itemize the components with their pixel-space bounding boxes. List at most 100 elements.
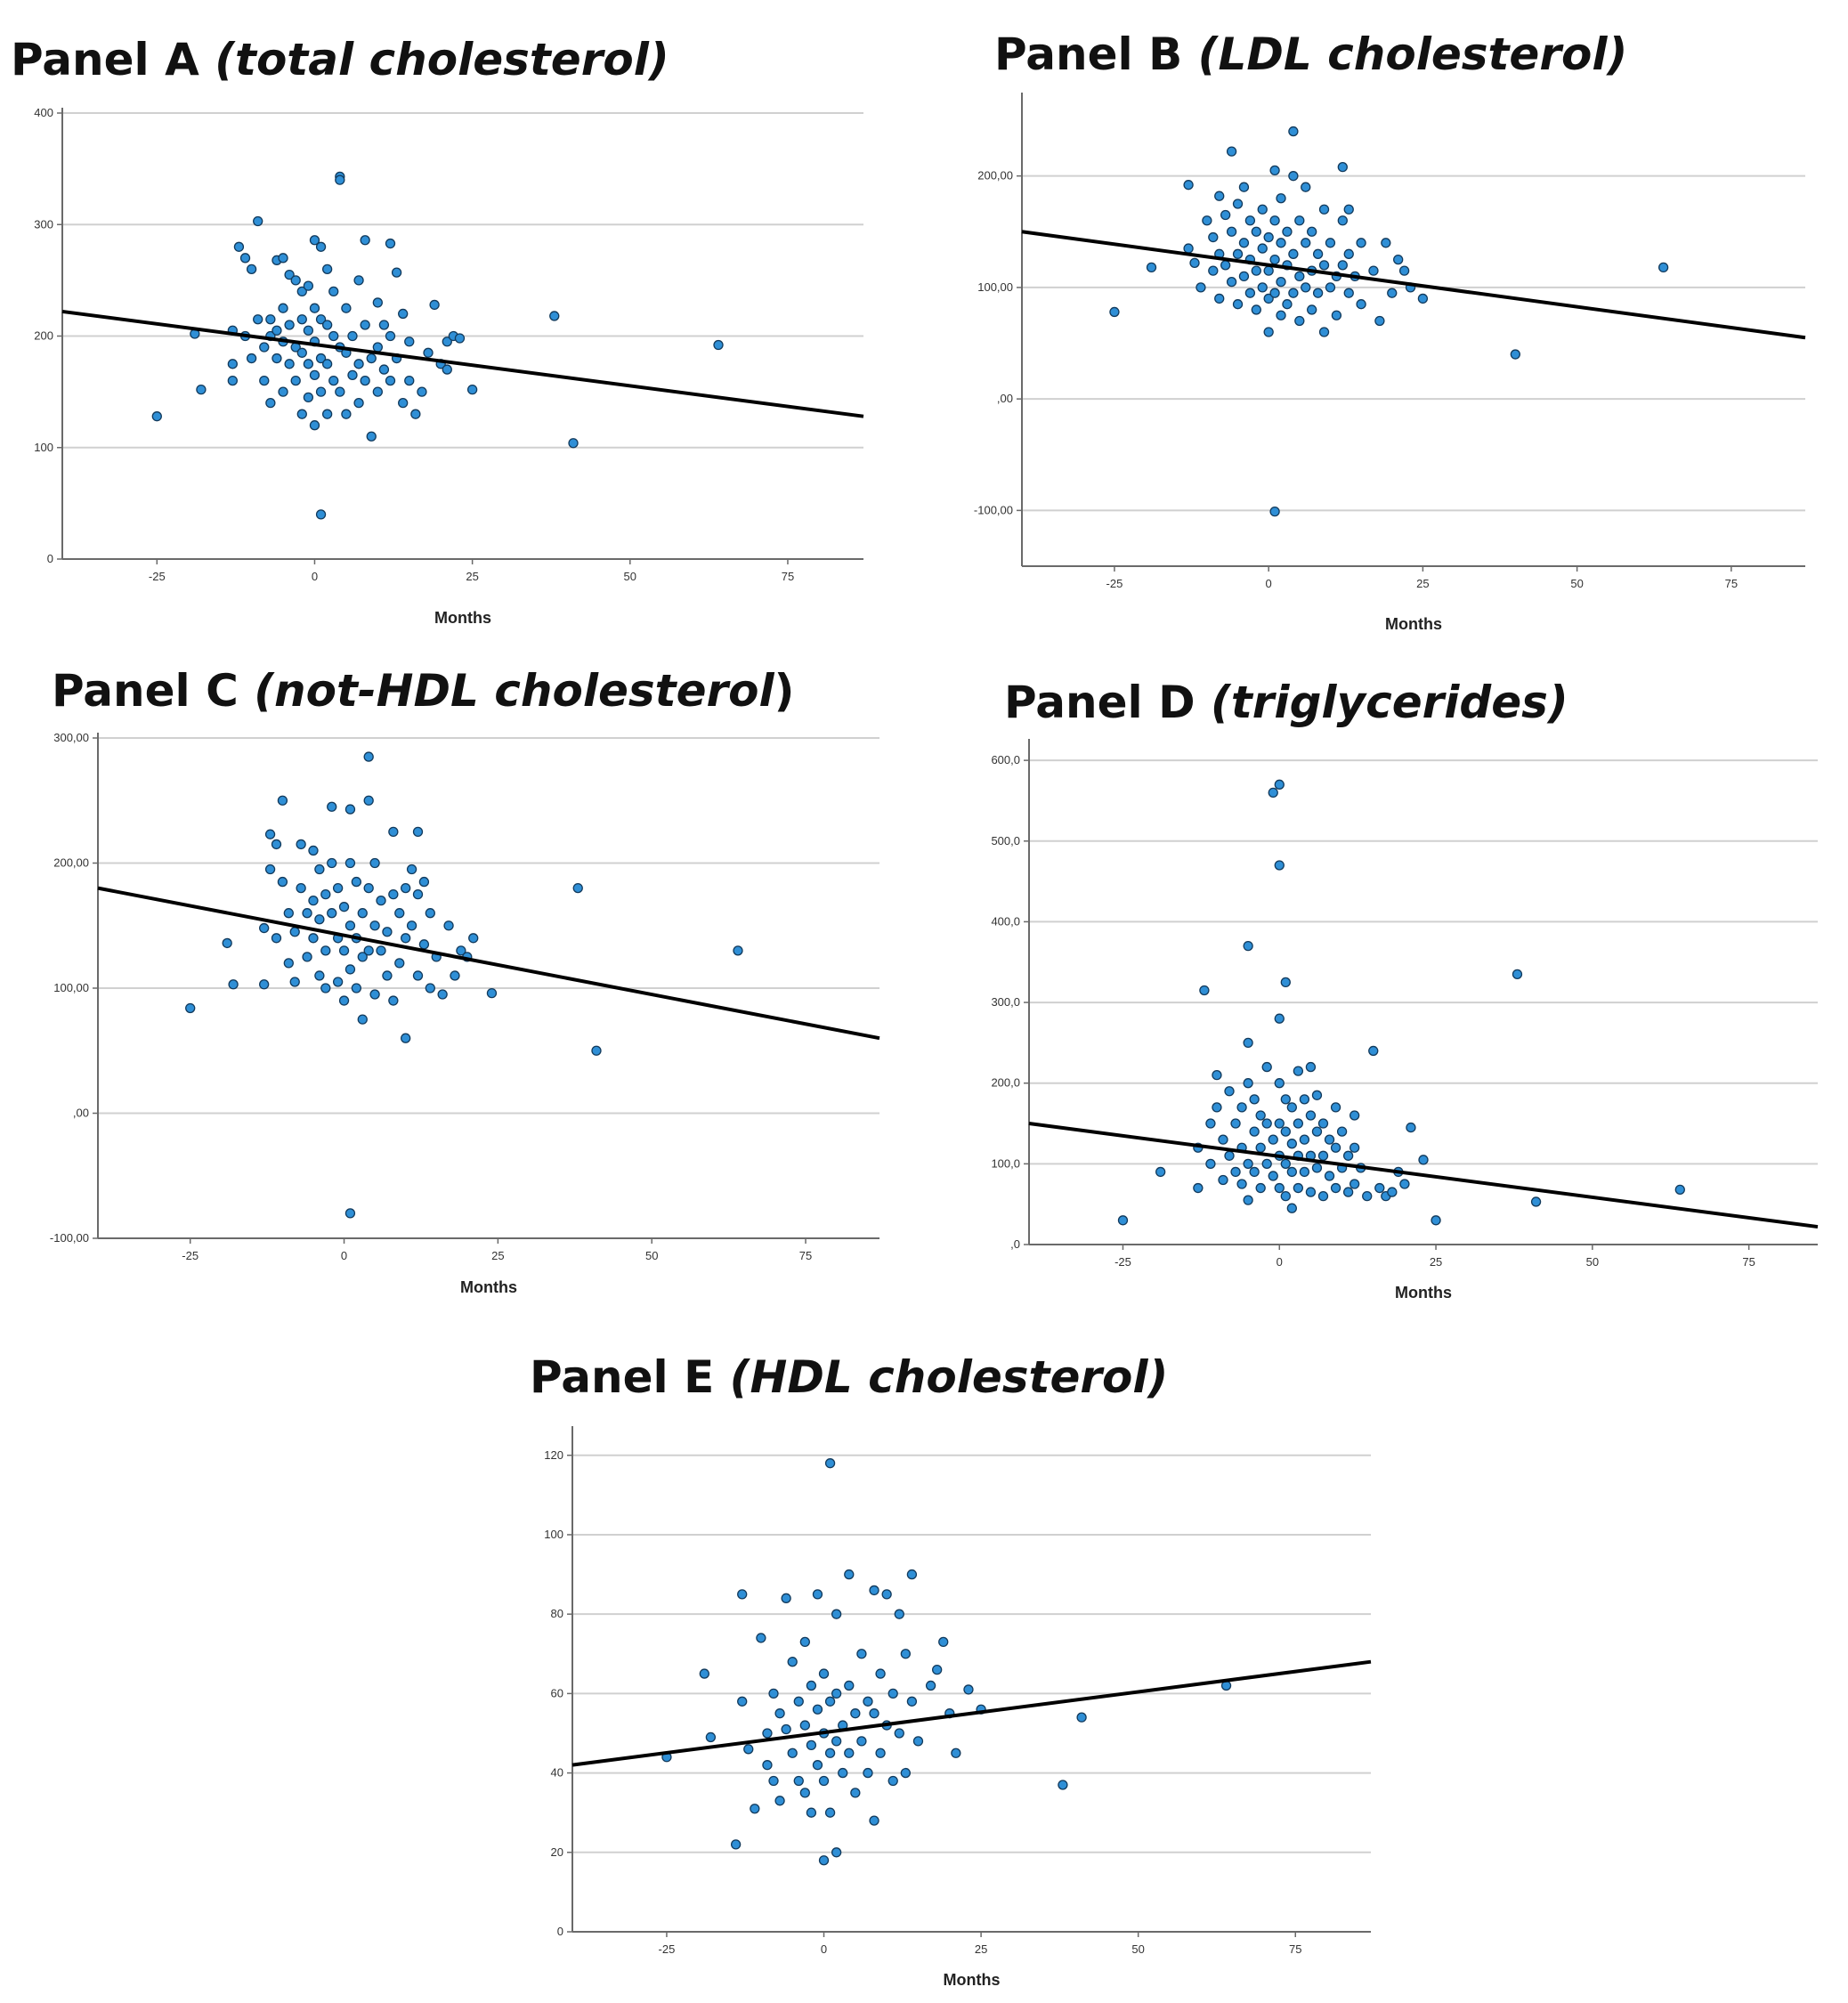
data-point [308,845,319,856]
data-point [912,1736,924,1747]
data-point [278,253,288,264]
data-point [1324,1171,1335,1181]
data-point [1218,1174,1228,1186]
data-point [253,314,263,325]
data-point [394,908,405,919]
data-point [1336,1126,1348,1137]
regression-line [1021,230,1806,340]
y-tick-label: ,0 [1010,1237,1020,1251]
data-point [1368,265,1379,276]
x-tick-label: 75 [799,1249,812,1262]
x-axis-title: Months [944,1971,1001,1989]
data-point [762,1760,773,1771]
data-point [1269,288,1280,298]
data-point [1212,1069,1222,1081]
data-point [315,386,327,397]
data-point [793,1696,804,1707]
data-point [228,979,239,990]
data-point [844,1569,855,1580]
data-point [265,397,276,409]
data-point [1117,1215,1129,1226]
data-point [1337,215,1348,226]
panel-d-chart: ,0 100,0 200,0 300,0 400,0 500,0 600,0 -25 0 25 50… [991,739,1819,1302]
data-point [1243,1078,1253,1089]
regression-line [1028,1122,1819,1229]
data-point [1311,1126,1323,1137]
data-point [290,275,301,286]
data-point [1317,1190,1329,1202]
data-point [932,1664,943,1675]
data-point [787,1748,798,1758]
data-point [1307,304,1317,315]
data-point [1510,349,1520,360]
data-point [378,320,390,330]
y-tick-label: 500,0 [991,834,1020,847]
data-point [1343,248,1354,259]
data-point [344,857,356,869]
data-point [341,409,352,419]
data-point [344,920,356,931]
data-point [812,1760,823,1771]
data-point [338,945,350,956]
data-point [838,1767,848,1779]
data-point [768,1688,779,1699]
data-point [1374,1182,1385,1194]
data-point [824,1458,836,1469]
data-point [818,1668,830,1679]
data-point [1305,1061,1317,1073]
data-point [1530,1196,1542,1207]
data-point [1305,1110,1317,1121]
data-point [398,308,409,320]
data-point [1269,215,1280,226]
data-point [818,1775,830,1787]
data-point [423,347,434,358]
data-point [1342,1150,1354,1161]
data-point [327,908,337,919]
data-point [418,876,430,888]
data-point [705,1731,717,1743]
data-point [328,330,339,342]
data-point [363,882,374,894]
data-point [351,983,362,993]
data-point [360,235,370,246]
data-point [713,339,724,351]
data-point [1224,1086,1235,1097]
data-point [401,1033,411,1043]
data-point [1226,146,1237,157]
data-point [1268,787,1278,799]
data-point [1337,161,1348,173]
data-point [309,235,320,246]
data-point [1293,1118,1304,1129]
data-point [1202,215,1212,226]
data-point [1337,260,1348,271]
data-point [1343,288,1354,298]
data-point [806,1807,817,1818]
data-point [363,945,374,956]
data-point [1193,1182,1204,1194]
data-point [284,359,295,369]
data-point [366,353,377,364]
data-point [1183,180,1194,191]
data-point [1244,215,1256,226]
data-point [1307,226,1317,237]
data-point [1301,238,1311,248]
data-point [900,1767,911,1779]
data-point [302,908,312,919]
data-point [272,353,282,364]
data-point [277,795,288,806]
data-point [1325,282,1336,293]
data-point [1230,1166,1241,1178]
data-point [417,386,427,397]
data-point [227,359,238,369]
data-point [850,1788,861,1798]
data-point [963,1684,974,1695]
data-point [363,751,374,762]
data-point [1208,265,1219,276]
data-point [1076,1712,1087,1723]
data-point [799,1720,810,1731]
data-point [1238,238,1250,248]
data-point [1276,310,1286,320]
data-point [1230,1118,1241,1129]
data-point [743,1744,754,1755]
x-tick-label: 25 [491,1249,504,1262]
